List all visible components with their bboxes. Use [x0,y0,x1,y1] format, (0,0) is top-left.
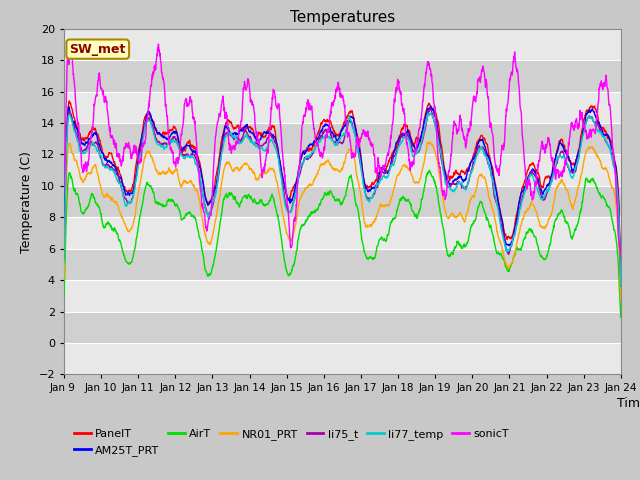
PanelT [499,219,506,225]
AirT [617,314,625,320]
AM25T_PRT [65,104,72,109]
AirT [601,197,609,203]
li77_temp [88,140,96,146]
li75_t [60,255,68,261]
sonicT [316,154,324,159]
li75_t [601,135,609,141]
AirT [88,192,96,198]
Bar [64,280,621,312]
PanelT [316,124,324,130]
AM25T_PRT [60,256,68,262]
NR01_PRT [601,165,609,171]
sonicT [88,128,96,133]
PanelT [331,132,339,137]
AirT [499,255,506,261]
li77_temp [426,111,434,117]
Bar [64,60,621,92]
AirT [316,202,324,208]
PanelT [601,128,609,133]
Bar [64,155,621,186]
li77_temp [499,233,506,239]
Bar [64,186,621,217]
X-axis label: Time: Time [616,397,640,410]
sonicT [617,252,625,257]
AirT [426,168,433,173]
AM25T_PRT [601,132,609,138]
Line: sonicT: sonicT [64,44,621,254]
PanelT [601,127,609,133]
li75_t [331,140,339,145]
sonicT [331,93,339,98]
li75_t [316,135,324,141]
Bar [64,29,621,60]
li77_temp [331,143,339,148]
Line: AirT: AirT [64,170,621,317]
li77_temp [617,283,625,289]
NR01_PRT [617,298,625,303]
li75_t [499,229,506,235]
NR01_PRT [88,166,96,171]
Bar [64,123,621,155]
li77_temp [60,259,68,265]
Bar [64,343,621,374]
sonicT [155,41,163,47]
Y-axis label: Temperature (C): Temperature (C) [20,151,33,252]
AM25T_PRT [331,133,339,139]
PanelT [65,98,73,104]
AM25T_PRT [617,280,625,286]
sonicT [499,144,506,150]
Line: AM25T_PRT: AM25T_PRT [64,107,621,283]
Bar [64,92,621,123]
AM25T_PRT [499,222,506,228]
li77_temp [601,134,609,140]
Line: NR01_PRT: NR01_PRT [64,142,621,300]
Bar [64,312,621,343]
li75_t [617,283,625,289]
PanelT [60,254,68,260]
AirT [601,196,609,202]
NR01_PRT [316,163,324,168]
li75_t [426,106,434,112]
Bar [64,217,621,249]
NR01_PRT [601,165,609,171]
AirT [60,293,68,299]
sonicT [60,190,68,195]
AM25T_PRT [601,132,609,138]
NR01_PRT [426,139,434,145]
NR01_PRT [499,248,506,253]
NR01_PRT [331,167,339,172]
Legend: PanelT, AM25T_PRT, AirT, NR01_PRT, li75_t, li77_temp, sonicT: PanelT, AM25T_PRT, AirT, NR01_PRT, li75_… [70,425,513,460]
li75_t [88,142,96,147]
Line: PanelT: PanelT [64,101,621,279]
li75_t [601,136,609,142]
PanelT [89,123,97,129]
li77_temp [316,139,324,145]
Line: li77_temp: li77_temp [64,114,621,286]
sonicT [601,83,609,89]
AirT [331,197,339,203]
AM25T_PRT [316,129,324,135]
sonicT [601,84,609,89]
sonicT [616,252,624,257]
Line: li75_t: li75_t [64,109,621,286]
PanelT [617,276,625,282]
Bar [64,249,621,280]
li77_temp [601,136,609,142]
AM25T_PRT [89,132,97,138]
Text: SW_met: SW_met [70,43,126,56]
NR01_PRT [60,276,68,282]
Title: Temperatures: Temperatures [290,10,395,25]
